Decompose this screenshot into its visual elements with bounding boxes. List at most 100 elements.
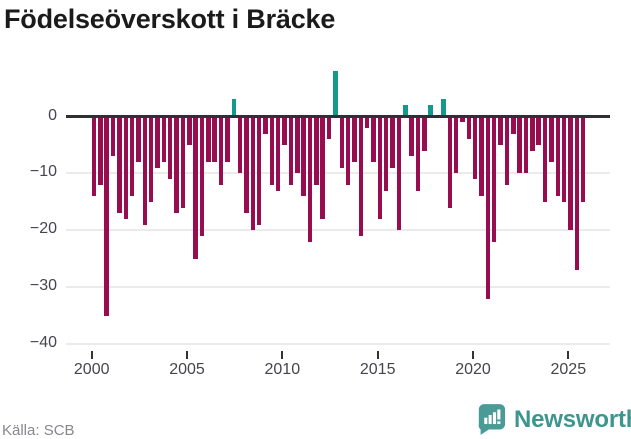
bar-2017-p2 xyxy=(422,116,427,151)
x-axis-tick xyxy=(186,351,188,359)
bar-2008-p1 xyxy=(244,116,249,214)
x-axis-tick xyxy=(281,351,284,359)
bar-2024-p2 xyxy=(555,116,560,197)
gridline-y-40 xyxy=(66,343,610,346)
x-axis-label: 2010 xyxy=(264,361,301,378)
bar-2006-p2 xyxy=(212,116,217,162)
bar-2013-p3 xyxy=(352,116,357,162)
bar-2018-p3 xyxy=(447,116,452,208)
bar-2013-p1 xyxy=(339,116,344,168)
bar-2014-p1 xyxy=(358,116,363,236)
bar-2010-p1 xyxy=(282,116,287,145)
bar-2019-p1 xyxy=(453,116,459,174)
bar-2025-p1 xyxy=(568,116,573,231)
y-axis-label: −40 xyxy=(29,334,57,352)
bar-2020-p2 xyxy=(479,116,484,197)
bar-2004-p3 xyxy=(180,116,186,208)
x-axis-tick xyxy=(472,351,474,359)
bar-2024-p3 xyxy=(561,116,567,202)
bar-2001-p1 xyxy=(110,116,116,157)
bar-2022-p2 xyxy=(517,116,522,174)
bar-2016-p1 xyxy=(396,116,402,231)
bar-2001-p2 xyxy=(117,116,122,214)
bar-2010-p3 xyxy=(295,116,300,174)
bar-2024-p1 xyxy=(549,116,554,162)
bar-2007-p2 xyxy=(231,99,236,117)
bar-2004-p1 xyxy=(167,116,173,180)
x-axis-label: 2015 xyxy=(359,361,396,378)
bar-2025-p3 xyxy=(580,116,586,202)
x-axis-label: 2005 xyxy=(169,361,205,378)
bar-2007-p1 xyxy=(225,116,230,162)
bar-2003-p1 xyxy=(148,116,154,202)
bar-2023-p1 xyxy=(530,116,535,151)
bar-2013-p2 xyxy=(345,116,351,185)
bar-2023-p3 xyxy=(542,116,548,202)
bar-2008-p2 xyxy=(250,116,255,231)
bar-2011-p2 xyxy=(307,116,313,242)
bar-2006-p3 xyxy=(218,116,224,185)
bar-2008-p3 xyxy=(256,116,262,225)
bar-2005-p1 xyxy=(187,116,192,145)
bar-2002-p2 xyxy=(136,116,141,162)
bar-2018-p2 xyxy=(441,99,446,117)
bar-2001-p3 xyxy=(123,116,128,219)
bar-2015-p1 xyxy=(377,116,383,219)
bar-2023-p2 xyxy=(536,116,541,145)
bar-2012-p3 xyxy=(333,71,338,117)
bar-2019-p2 xyxy=(460,116,465,123)
bar-2025-p2 xyxy=(574,116,579,271)
source-label: Källa: SCB xyxy=(2,422,75,439)
bar-2016-p3 xyxy=(409,116,414,157)
x-axis-tick xyxy=(90,351,93,359)
bar-2022-p3 xyxy=(523,116,529,174)
y-axis-label: −20 xyxy=(29,220,57,238)
bar-2014-p2 xyxy=(364,116,370,128)
bar-2007-p3 xyxy=(237,116,243,174)
y-axis-label: −30 xyxy=(29,277,57,295)
newsworthy-logo[interactable]: Newsworthy xyxy=(477,403,631,436)
bar-2009-p2 xyxy=(269,116,275,185)
newsworthy-wordmark: Newsworthy xyxy=(514,405,631,433)
bar-2017-p3 xyxy=(428,105,433,117)
x-axis-label: 2020 xyxy=(455,361,491,378)
bar-2021-p3 xyxy=(504,116,510,185)
bar-2010-p2 xyxy=(288,116,294,185)
x-axis-tick xyxy=(567,351,570,359)
bar-2002-p3 xyxy=(142,116,147,225)
bar-2005-p2 xyxy=(193,116,198,259)
y-axis-label: 0 xyxy=(48,106,57,124)
bar-2003-p3 xyxy=(161,116,167,162)
bar-2002-p1 xyxy=(129,116,135,197)
bar-2021-p1 xyxy=(491,116,497,242)
bar-2022-p1 xyxy=(511,116,516,134)
bar-2015-p3 xyxy=(390,116,395,168)
bar-2006-p1 xyxy=(206,116,211,162)
gridline-y-10 xyxy=(66,172,610,175)
bar-2019-p3 xyxy=(466,116,471,140)
bar-2000-p2 xyxy=(98,116,103,185)
bar-2015-p2 xyxy=(383,116,389,191)
plot-area: 0 −10 −20 −30 −40 2000 2005 2010 2015 2020 2025 xyxy=(29,71,610,378)
bar-2020-p1 xyxy=(472,116,478,180)
x-axis-label: 2000 xyxy=(73,361,110,378)
bar-2011-p3 xyxy=(314,116,319,185)
bar-2021-p2 xyxy=(498,116,503,145)
bar-2004-p2 xyxy=(174,116,179,214)
y-axis-label: −10 xyxy=(29,163,57,181)
gridline-y-20 xyxy=(66,229,610,232)
bar-2009-p3 xyxy=(275,116,281,191)
bar-2016-p2 xyxy=(403,105,408,117)
bar-2005-p3 xyxy=(199,116,205,236)
bar-2003-p2 xyxy=(155,116,160,168)
bar-2020-p3 xyxy=(485,116,491,299)
bar-2000-p1 xyxy=(91,116,97,197)
bar-2000-p3 xyxy=(104,116,109,316)
bar-2009-p1 xyxy=(263,116,268,134)
x-axis-tick xyxy=(376,351,379,359)
x-axis-label: 2025 xyxy=(550,361,587,378)
newsworthy-bar-chart-bubble-icon xyxy=(477,403,506,436)
bar-2017-p1 xyxy=(415,116,421,191)
zero-axis-line xyxy=(66,115,610,118)
